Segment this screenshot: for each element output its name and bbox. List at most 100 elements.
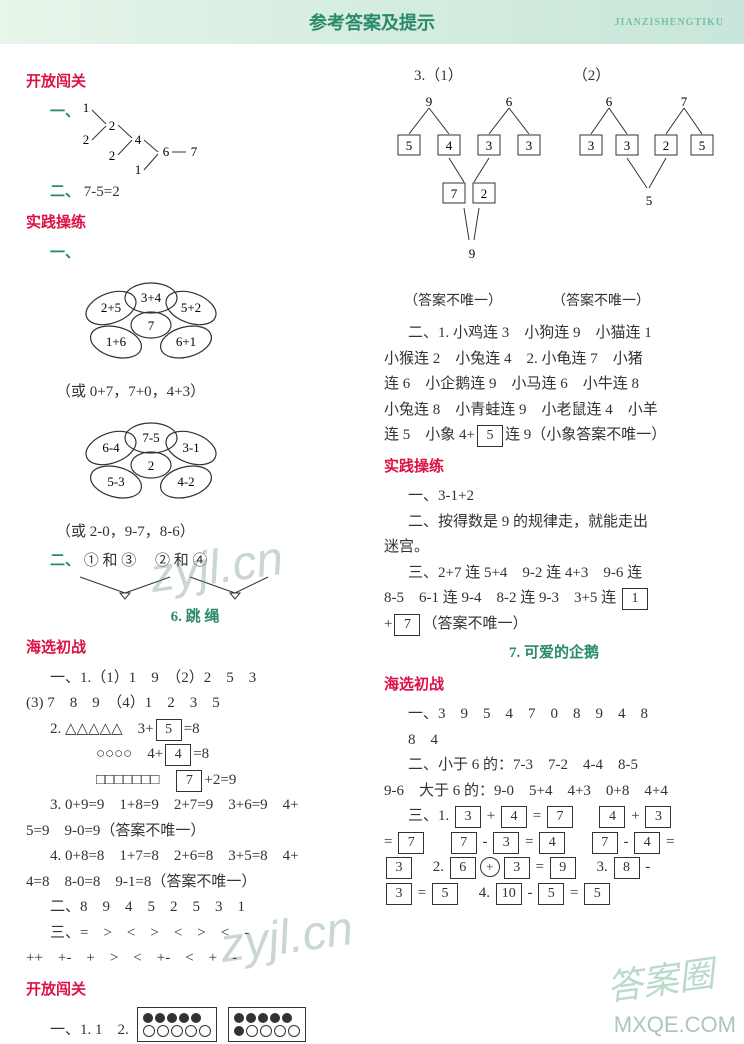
lesson-6: 6. 跳 绳 (26, 605, 364, 631)
r2-c: 三、2+7 连 5+4 9-2 连 4+3 9-6 连 (408, 565, 642, 581)
tree-b: 6 7 3 3 2 5 5 (569, 90, 724, 230)
l-s3-4b: 4=8 8-0=8 9-1=8（答案不唯一） (26, 870, 364, 896)
flower-2: 6-4 7-5 3-1 4-2 5-3 2 （或 2-0，9-7，8-6） (56, 410, 364, 546)
svg-text:1+6: 1+6 (106, 334, 127, 349)
svg-text:2: 2 (83, 132, 90, 147)
page-header: 参考答案及提示 JIANZISHENGTIKU (0, 0, 744, 44)
l-s3-iii-b: ++ +- + > < +- < + - (26, 946, 364, 972)
r3-a2: 8 4 (408, 728, 724, 754)
left-s1b-eq: 7-5=2 (84, 184, 120, 200)
svg-text:2: 2 (109, 148, 116, 163)
svg-text:5: 5 (698, 138, 705, 153)
flower-7: 2+5 3+4 5+2 6+1 1+6 7 （或 0+7，7+0，4+3） (56, 270, 364, 406)
svg-text:6: 6 (506, 94, 513, 109)
r3-b2: 9-6 大于 6 的：9-0 5+4 4+3 0+8 4+4 (384, 779, 724, 805)
right-column: 3.（1） （2） 9 6 5 4 3 3 7 2 9 (384, 64, 724, 1044)
p3-label-row: 3.（1） （2） (414, 64, 724, 90)
svg-text:2: 2 (109, 118, 116, 133)
svg-text:3: 3 (486, 138, 493, 153)
svg-text:3+4: 3+4 (141, 290, 162, 305)
dots-a (137, 1007, 217, 1042)
p3-note-a: （答案不唯一） (404, 290, 502, 314)
sec-open1: 开放闯关 (26, 70, 364, 96)
flower-7-note: （或 0+7，7+0，4+3） (56, 380, 364, 406)
svg-text:5: 5 (406, 138, 413, 153)
l-s4-1: 一、1. 1 2. (50, 1007, 364, 1044)
eq-line-3: 3 2. 6+3 = 9 3. 8 - (384, 855, 724, 881)
svg-text:3: 3 (587, 138, 594, 153)
left-s2-label: 一、 (50, 241, 364, 267)
sec-haixuan1: 海选初战 (26, 636, 364, 662)
svg-text:7: 7 (680, 94, 687, 109)
svg-text:2: 2 (662, 138, 669, 153)
svg-text:2+5: 2+5 (101, 300, 121, 315)
svg-text:4-2: 4-2 (177, 474, 194, 489)
svg-text:5+2: 5+2 (181, 300, 201, 315)
svg-text:5: 5 (645, 193, 652, 208)
svg-text:3: 3 (526, 138, 533, 153)
sec-practice2: 实践操练 (384, 455, 724, 481)
svg-text:7: 7 (148, 318, 155, 333)
svg-text:6-4: 6-4 (102, 440, 120, 455)
page-columns: 开放闯关 一、 1 2 2 4 2 6 1 7 二、 (0, 44, 744, 1044)
r-ii-d: 小兔连 8 小青蛙连 9 小老鼠连 4 小羊 (384, 398, 724, 424)
svg-text:4: 4 (446, 138, 453, 153)
watermark-4: MXQE.COM (614, 1012, 736, 1038)
svg-text:3-1: 3-1 (182, 440, 199, 455)
tree-a: 9 6 5 4 3 3 7 2 9 (384, 90, 559, 290)
svg-text:6: 6 (605, 94, 612, 109)
svg-text:7-5: 7-5 (142, 430, 159, 445)
left-s1b-label: 二、 (50, 184, 80, 200)
r-ii: 二、1. 小鸡连 3 小狗连 9 小猫连 1 (408, 325, 652, 341)
r-ii-e: 连 5 小象 4+5连 9（小象答案不唯一） (384, 423, 724, 449)
r3-c: 三、1. 3 + 4 = 7 4 + 3 (408, 804, 724, 830)
r2-a: 一、3-1+2 (408, 488, 474, 504)
svg-text:9: 9 (469, 246, 476, 261)
sec-practice1: 实践操练 (26, 211, 364, 237)
svg-text:1: 1 (135, 162, 142, 177)
eq-line-4: 3 = 5 4. 10 - 5 = 5 (384, 881, 724, 907)
svg-text:3: 3 (623, 138, 630, 153)
r-ii-c: 连 6 小企鹅连 9 小马连 6 小牛连 8 (384, 372, 724, 398)
r-ii-b: 小猴连 2 小兔连 4 2. 小龟连 7 小猪 (384, 347, 724, 373)
eq-line-2: = 7 7 - 3 = 4 7 - 4 = (384, 830, 724, 856)
svg-text:6+1: 6+1 (176, 334, 196, 349)
l-s3-1: 一、1.（1）1 9 （2）2 5 3 (50, 670, 256, 686)
sec-haixuan2: 海选初战 (384, 673, 724, 699)
r2-c3: +7（答案不唯一） (384, 612, 724, 638)
left-column: 开放闯关 一、 1 2 2 4 2 6 1 7 二、 (26, 64, 364, 1044)
sec-open2: 开放闯关 (26, 978, 364, 1004)
header-sub: JIANZISHENGTIKU (615, 17, 724, 28)
left-s1-label: 一、 (50, 100, 80, 126)
branch-tree-7: 1 2 2 4 2 6 1 7 (80, 100, 240, 180)
l-s3-1b: (3) 7 8 9 （4）1 2 3 5 (26, 691, 364, 717)
r2-c2: 8-5 6-1 连 9-4 8-2 连 9-3 3+5 连 1 (384, 586, 724, 612)
svg-text:9: 9 (426, 94, 433, 109)
r2-b2: 迷宫。 (384, 535, 724, 561)
lesson-7: 7. 可爱的企鹅 (384, 641, 724, 667)
svg-text:2: 2 (481, 186, 488, 201)
l-s3-3: 3. 0+9=9 1+8=9 2+7=9 3+6=9 4+ (50, 793, 364, 819)
r2-b: 二、按得数是 9 的规律走，就能走出 (408, 514, 648, 530)
svg-text:5-3: 5-3 (107, 474, 124, 489)
svg-text:1: 1 (83, 100, 90, 115)
l-s3-2a: 2. △△△△△ 3+5=8 (50, 717, 364, 743)
p3-note-b: （答案不唯一） (552, 290, 650, 314)
l-s3-3b: 5=9 9-0=9（答案不唯一） (26, 819, 364, 845)
l-s3-ii: 二、8 9 4 5 2 5 3 1 (50, 899, 245, 915)
l-s3-2b: ○○○○ 4+4=8 (96, 742, 364, 768)
svg-text:2: 2 (148, 458, 155, 473)
dots-b (228, 1007, 306, 1042)
svg-text:7: 7 (451, 186, 458, 201)
r3-b: 二、小于 6 的：7-3 7-2 4-4 8-5 (408, 757, 638, 773)
svg-text:6: 6 (163, 144, 170, 159)
svg-text:4: 4 (135, 132, 142, 147)
flower-2-note: （或 2-0，9-7，8-6） (56, 520, 364, 546)
svg-text:7: 7 (191, 144, 198, 159)
l-s3-4: 4. 0+8=8 1+7=8 2+6=8 3+5=8 4+ (50, 844, 364, 870)
l-s3-iii-a: 三、= > < > < > < - (50, 921, 364, 947)
l-s3-2c: □□□□□□□ 7+2=9 (96, 768, 364, 794)
left-s2b: 二、 ① 和 ③ ② 和 ④ (50, 549, 364, 601)
header-title: 参考答案及提示 (309, 9, 435, 35)
r3-a: 一、3 9 5 4 7 0 8 9 4 8 (408, 706, 648, 722)
